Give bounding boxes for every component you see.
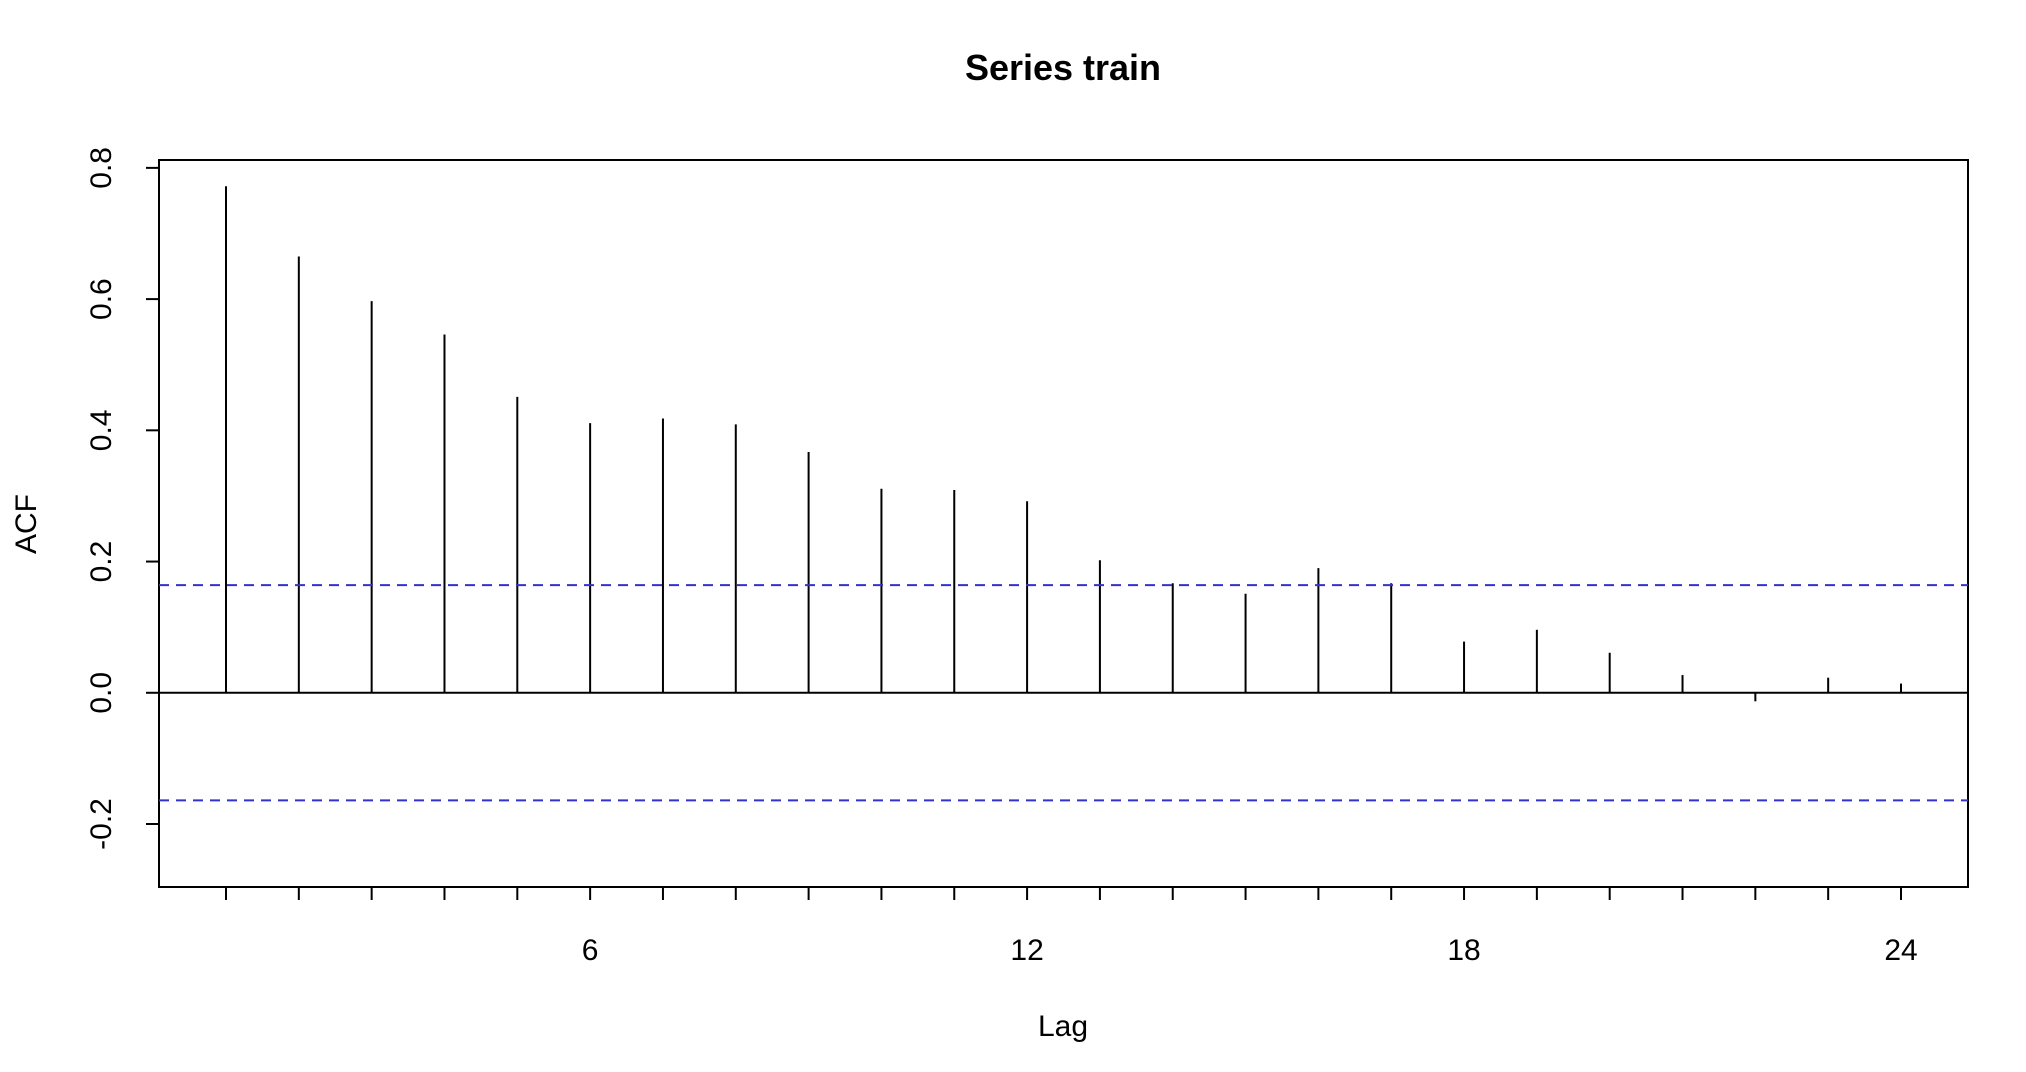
x-tick-label-6: 6 (582, 934, 599, 967)
plot-frame (158, 159, 1969, 888)
confidence-lines (159, 584, 1968, 802)
x-axis-label: Lag (1038, 1010, 1088, 1043)
acf-bars (159, 186, 1968, 702)
y-tick-label--0.2: -0.2 (85, 798, 118, 850)
y-axis-label: ACF (10, 494, 43, 554)
chart-title: Series train (965, 47, 1161, 88)
x-tick-label-24: 24 (1884, 934, 1917, 967)
x-tick-label-18: 18 (1447, 934, 1480, 967)
y-tick-label-0.2: 0.2 (85, 541, 118, 583)
x-axis: 6 12 18 24 (225, 887, 1918, 967)
y-tick-label-0.4: 0.4 (85, 409, 118, 451)
y-tick-label-0.6: 0.6 (85, 278, 118, 320)
x-tick-label-12: 12 (1010, 934, 1043, 967)
y-axis: -0.2 0.0 0.2 0.4 0.6 0.8 (85, 147, 159, 850)
y-tick-label-0.8: 0.8 (85, 147, 118, 189)
y-tick-label-0.0: 0.0 (85, 672, 118, 714)
